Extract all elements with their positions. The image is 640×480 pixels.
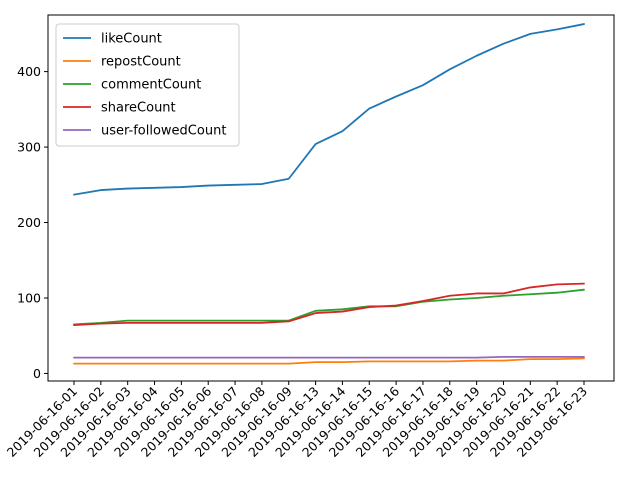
y-tick-label: 200: [17, 215, 41, 230]
y-tick-label: 0: [33, 366, 41, 381]
series-layer: [73, 23, 585, 365]
x-axis: 2019-06-16-012019-06-16-022019-06-16-032…: [4, 381, 590, 460]
y-tick-label: 300: [17, 140, 41, 155]
legend-label-repostCount: repostCount: [101, 55, 181, 70]
y-tick-label: 100: [17, 290, 41, 305]
series-line-repostCount: [73, 357, 585, 365]
legend-box: [55, 23, 240, 147]
legend: likeCount repostCount commentCount shareCou…: [55, 23, 240, 147]
legend-label-user-followedCount: user-followedCount: [101, 124, 226, 139]
series-line-user-followedCount: [73, 355, 585, 359]
legend-label-shareCount: shareCount: [101, 101, 176, 116]
legend-label-commentCount: commentCount: [101, 78, 201, 93]
y-axis: 0 100 200 300 400: [17, 64, 48, 381]
series-line-shareCount: [73, 282, 585, 327]
series-line-likeCount: [73, 23, 585, 196]
y-tick-label: 400: [17, 64, 41, 79]
legend-label-likeCount: likeCount: [101, 32, 162, 47]
series-line-commentCount: [73, 288, 585, 326]
